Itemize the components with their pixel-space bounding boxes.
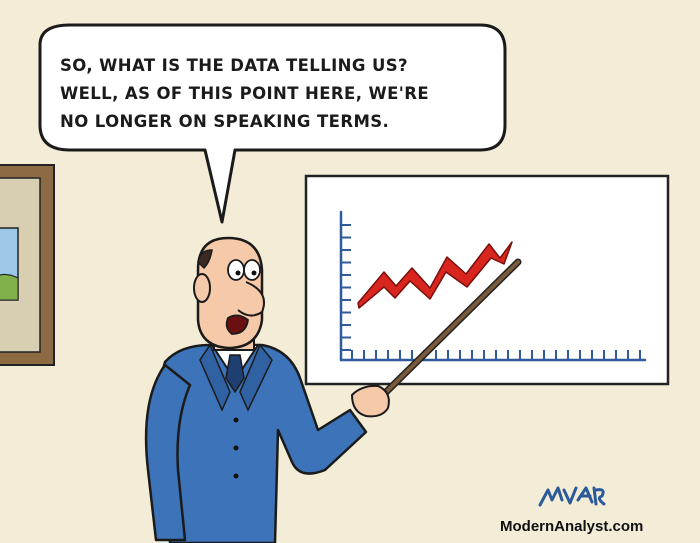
presenter: [144, 236, 390, 543]
chart-line: [357, 241, 513, 309]
speech-bubble: [38, 23, 507, 224]
pointer-stick: [372, 258, 522, 406]
speech-line: SO, WHAT IS THE DATA TELLING US?: [60, 56, 409, 75]
picture-frame-icon: [0, 164, 55, 366]
hand: [350, 384, 390, 418]
site-credit: ModernAnalyst.com: [500, 518, 644, 535]
y-axis-ticks: [341, 224, 351, 351]
whiteboard: [304, 174, 670, 386]
speech-text: SO, WHAT IS THE DATA TELLING US? WELL, A…: [60, 52, 460, 136]
x-axis-ticks: [351, 350, 641, 360]
left-arm: [144, 363, 192, 542]
artist-signature-icon: [538, 486, 606, 507]
tie: [225, 354, 245, 394]
speech-line: NO LONGER ON SPEAKING TERMS.: [60, 112, 390, 131]
speech-line: WELL, AS OF THIS POINT HERE, WE'RE: [60, 84, 430, 103]
